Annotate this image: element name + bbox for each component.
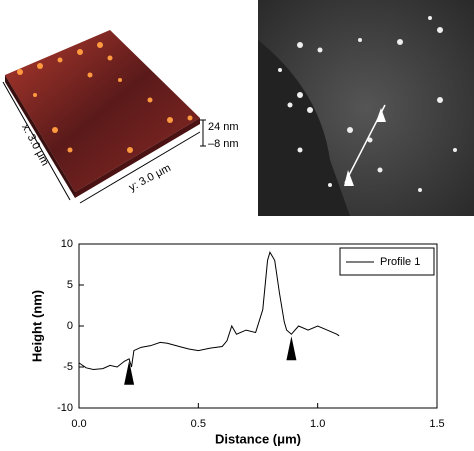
legend: Profile 1 (339, 247, 435, 276)
z-max-label: 24 nm (208, 121, 239, 133)
y-tick-label: 0 (67, 320, 73, 332)
y-axis-label: Height (nm) (29, 290, 44, 362)
y-tick-label: -5 (63, 361, 73, 373)
y-tick-label: 10 (61, 238, 73, 250)
z-min-label: –8 nm (208, 138, 239, 150)
y-size-label: y: 3.0 μm (127, 162, 173, 194)
y-tick-label: 5 (67, 279, 73, 291)
profile-marker (124, 360, 135, 385)
afm-3d-image: x: 3.0 μm y: 3.0 μm 24 nm –8 nm (2, 30, 239, 204)
profile-line (78, 250, 340, 370)
x-tick-label: 0.5 (191, 418, 206, 430)
afm-2d-image (258, 0, 474, 216)
profile-marker (286, 336, 297, 361)
x-tick-label: 0.0 (71, 418, 86, 430)
y-tick-label: -10 (57, 402, 73, 414)
legend-label: Profile 1 (380, 256, 420, 268)
x-tick-label: 1.0 (310, 418, 325, 430)
x-axis-label: Distance (μm) (215, 431, 301, 446)
x-tick-label: 1.5 (429, 418, 444, 430)
